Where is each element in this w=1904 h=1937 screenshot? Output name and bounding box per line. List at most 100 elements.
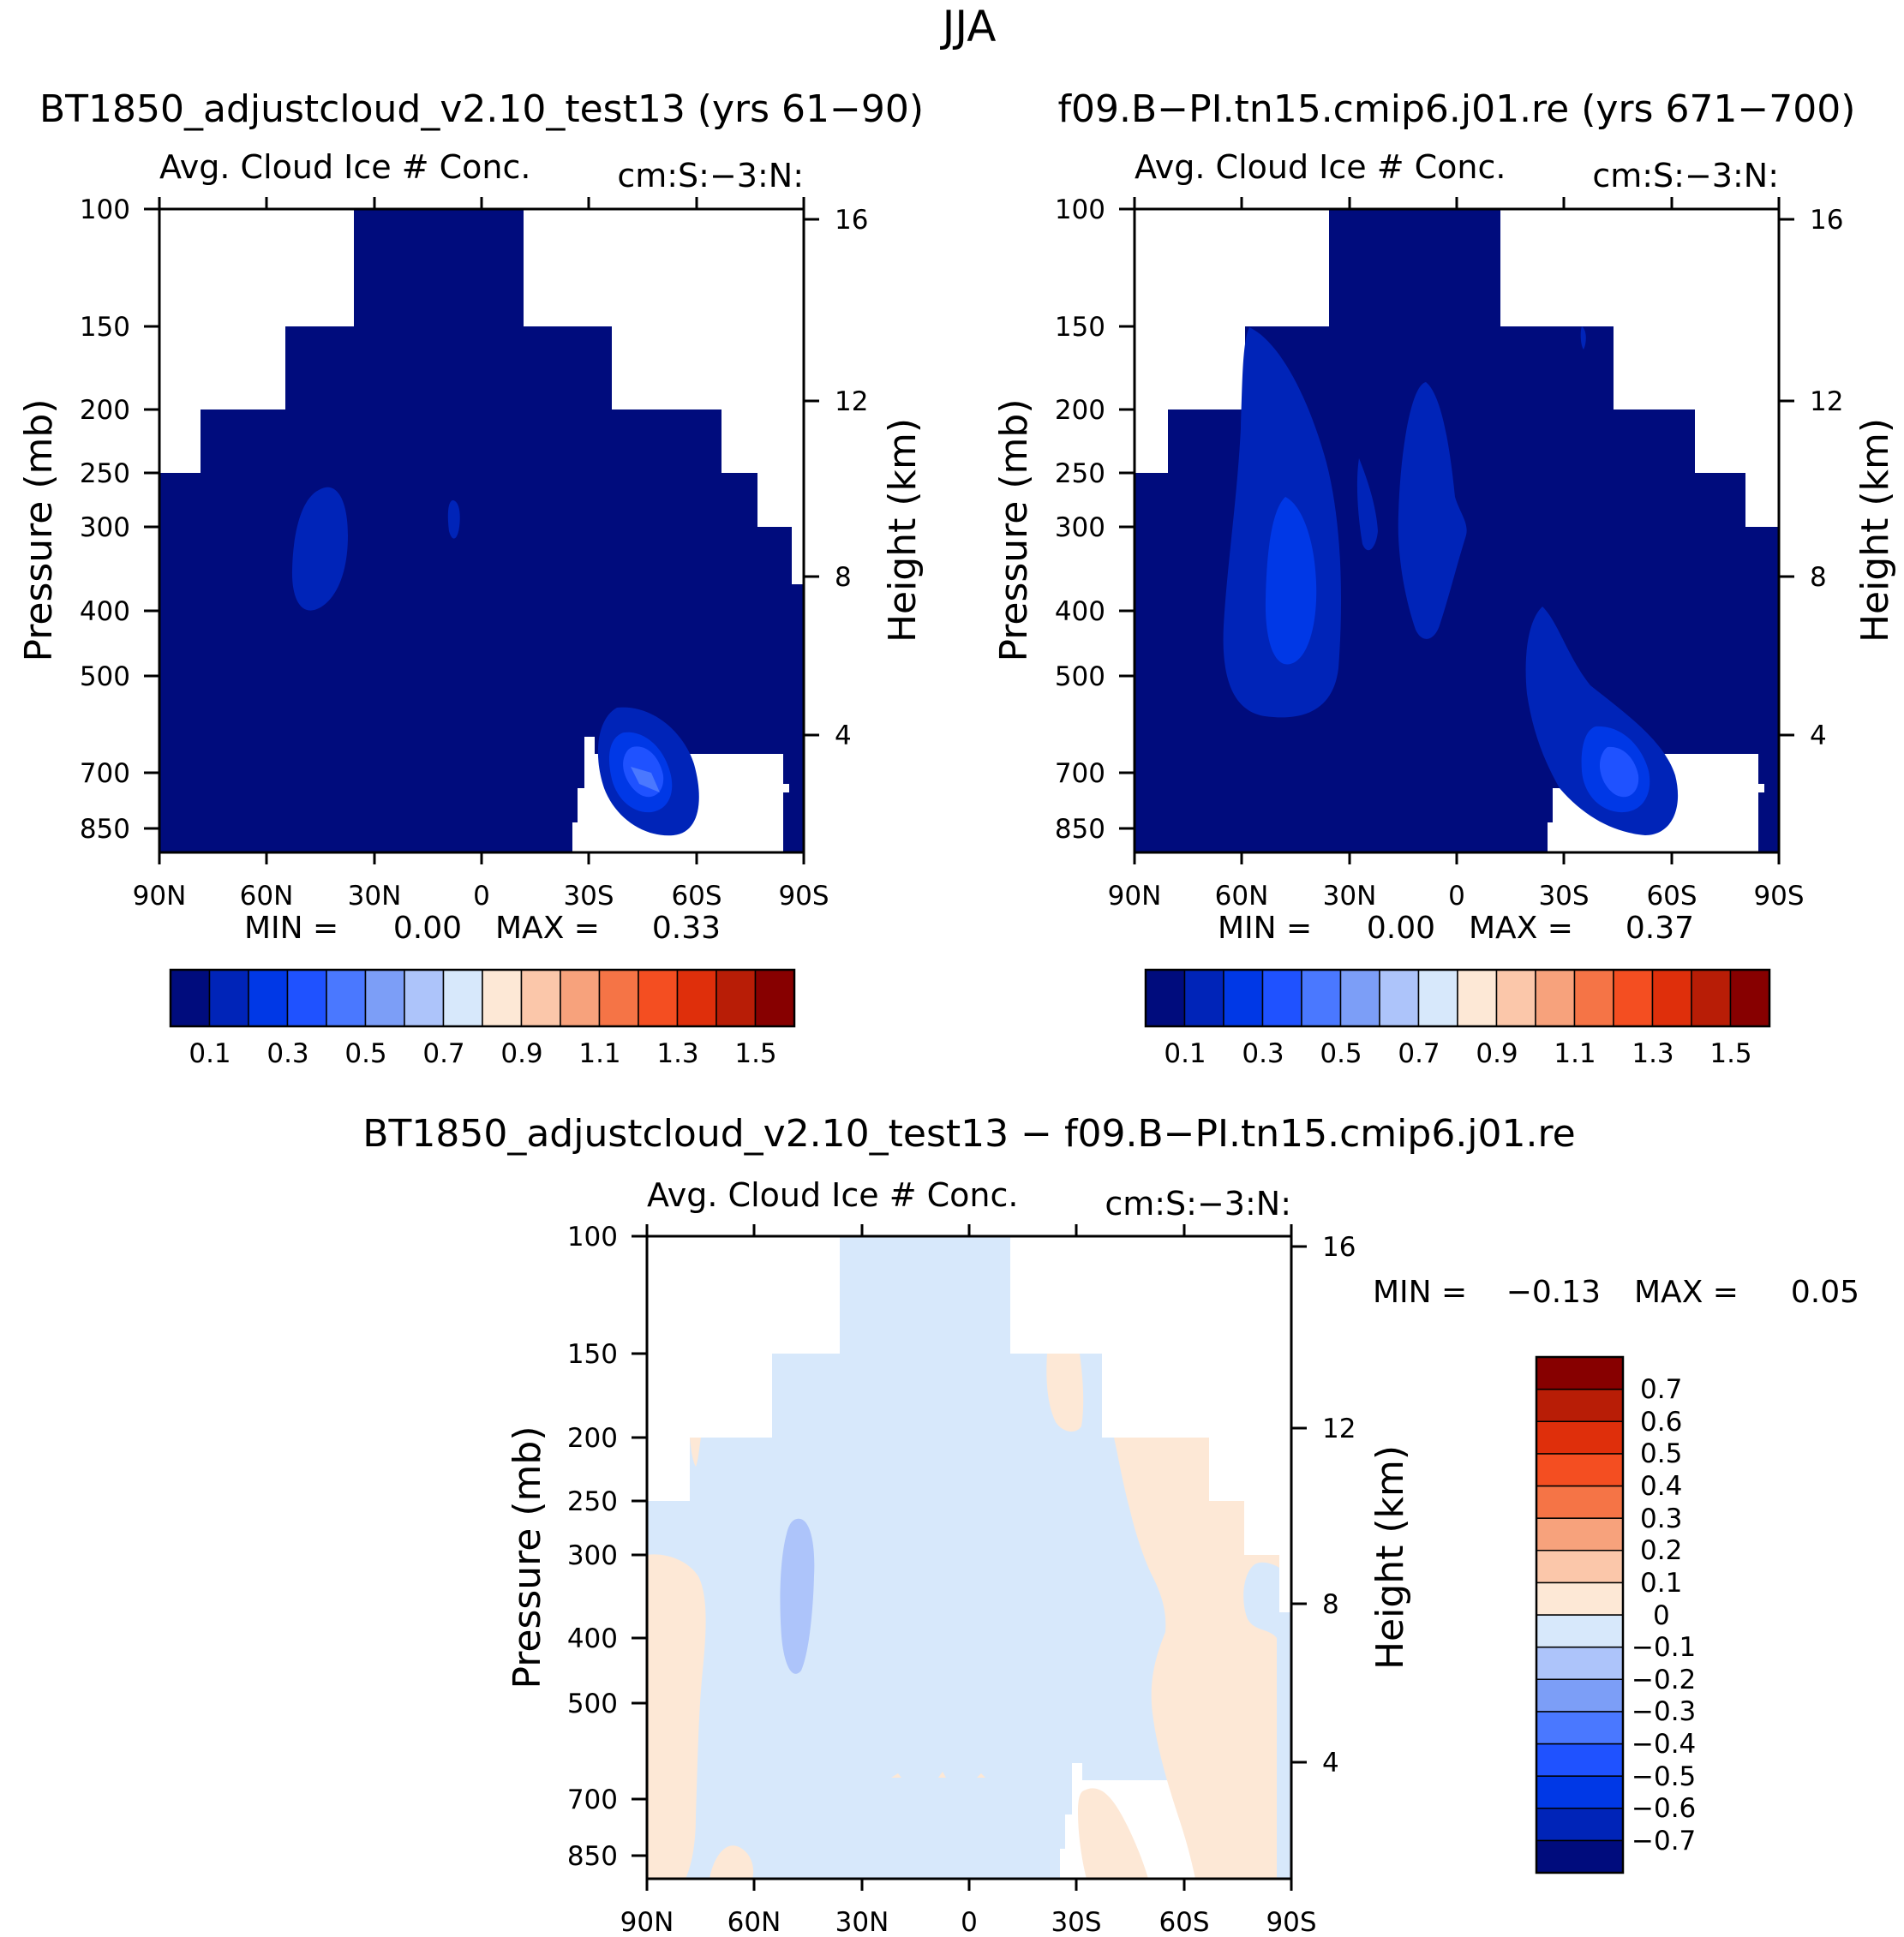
panel-c-x-tick: 60N	[727, 1907, 781, 1937]
panel-b-colorbar-labels: 0.1 0.3 0.5 0.7 0.9 1.1 1.3 1.5	[1164, 1038, 1751, 1069]
panel-c-cb-label: 0.6	[1640, 1407, 1682, 1438]
panel-b-y-tick: 300	[1055, 512, 1105, 543]
panel-b-max-value: 0.37	[1626, 911, 1694, 946]
panel-a-cb-label: 0.3	[266, 1038, 308, 1069]
panel-a-x-tick: 90N	[133, 881, 187, 912]
panel-b-axis-right	[1779, 218, 1794, 737]
panel-b-x-tick: 30S	[1538, 881, 1589, 912]
panel-c-field-base	[647, 1236, 1291, 1879]
panel-c-cb-label: 0.5	[1640, 1438, 1682, 1469]
colorbar-swatch	[1536, 1356, 1624, 1390]
panel-c-cb-label: −0.7	[1632, 1826, 1696, 1856]
panel-c-colorbar-labels: 0.7 0.6 0.5 0.4 0.3 0.2 0.1 0 −0.1 −0.2 …	[1632, 1374, 1696, 1856]
panel-c-field-pos-south	[1078, 1788, 1148, 1879]
panel-c-cb-label: 0.7	[1640, 1374, 1682, 1405]
panel-a-colorbar-labels: 0.1 0.3 0.5 0.7 0.9 1.1 1.3 1.5	[189, 1038, 776, 1069]
panel-c-axis-left	[632, 1235, 647, 1857]
panel-b-cb-label: 1.3	[1632, 1038, 1673, 1069]
colorbar-swatch	[364, 969, 405, 1027]
panel-c-yr-tick: 12	[1322, 1414, 1356, 1444]
panel-b-x-tick: 90N	[1108, 881, 1162, 912]
colorbar-swatch	[326, 969, 367, 1027]
panel-a-title-right: cm:S:−3:N:	[617, 157, 804, 194]
panel-a-y-tick: 700	[80, 758, 130, 789]
colorbar-swatch	[1536, 1678, 1624, 1713]
panel-a-x-tick: 0	[473, 881, 490, 912]
panel-c-y-tick: 500	[567, 1689, 618, 1719]
panel-c-yr-ticklabels: 16 12 8 4	[1322, 1232, 1356, 1779]
colorbar-swatch	[170, 969, 211, 1027]
panel-a: BT1850_adjustcloud_v2.10_test13 (yrs 61−…	[17, 87, 925, 1069]
colorbar-swatch	[1536, 1517, 1624, 1551]
panel-b-ylabel: Pressure (mb)	[992, 399, 1036, 662]
panel-b-x-tick: 0	[1448, 881, 1465, 912]
panel-a-x-tick: 30S	[563, 881, 614, 912]
colorbar-swatch	[248, 969, 289, 1027]
panel-a-max-value: 0.33	[652, 911, 721, 946]
panel-c-field-pos-mid	[891, 1772, 985, 1778]
panel-b-ylabel-right: Height (km)	[1853, 418, 1897, 643]
colorbar-swatch	[520, 969, 561, 1027]
panel-b-yr-tick: 12	[1810, 386, 1843, 417]
panel-a-y-ticklabels: 100 150 200 250 300 400 500 700 850	[80, 194, 130, 845]
panel-c-field-pos-west	[647, 1554, 706, 1879]
panel-a-cb-label: 0.7	[422, 1038, 464, 1069]
colorbar-swatch	[1536, 1839, 1624, 1874]
colorbar-swatch	[1536, 1711, 1624, 1745]
panel-a-axis-right	[804, 218, 819, 737]
panel-b-yr-ticklabels: 16 12 8 4	[1810, 205, 1843, 751]
panel-b-field-contour-8	[1599, 746, 1639, 798]
panel-a-title-left: Avg. Cloud Ice # Conc.	[159, 148, 530, 186]
panel-a-cb-label: 0.1	[189, 1038, 231, 1069]
panel-b-y-tick: 250	[1055, 458, 1105, 489]
panel-b-cb-label: 0.7	[1398, 1038, 1440, 1069]
panel-c-field-pos-upper	[690, 1438, 701, 1467]
panel-a-y-tick: 150	[80, 312, 130, 343]
panel-a-axis-bottom	[158, 852, 805, 864]
panel-a-yr-tick: 12	[835, 386, 868, 417]
panel-a-cb-label: 0.9	[500, 1038, 542, 1069]
panel-a-axis-left	[144, 207, 159, 830]
colorbar-swatch	[1536, 1581, 1624, 1616]
panel-a-cb-label: 0.5	[344, 1038, 386, 1069]
panel-c-colorbar-frame	[1535, 1355, 1625, 1874]
panel-c-x-ticklabels: 90N 60N 30N 0 30S 60S 90S	[620, 1907, 1317, 1937]
panel-c-x-tick: 90S	[1266, 1907, 1316, 1937]
panel-b-yr-tick: 16	[1810, 205, 1843, 236]
panel-b: f09.B−PI.tn15.cmip6.j01.re (yrs 671−700)…	[992, 87, 1897, 1069]
panel-c-y-tick: 200	[567, 1423, 618, 1454]
panel-c-field-pos-top	[1046, 1354, 1084, 1432]
panel-a-cb-label: 1.1	[578, 1038, 620, 1069]
panel-b-field	[1135, 209, 1779, 852]
panel-c-max-value: 0.05	[1791, 1275, 1859, 1310]
panel-b-y-tick: 100	[1055, 194, 1105, 225]
colorbar-swatch	[1651, 969, 1692, 1027]
panel-b-x-tick: 60S	[1646, 881, 1697, 912]
panel-b-field-contour-5	[1580, 326, 1586, 350]
panel-c-minmax: MIN = −0.13 MAX = 0.05	[1373, 1275, 1859, 1310]
panel-b-max-label: MAX =	[1469, 911, 1573, 946]
panel-a-field-contour-1	[291, 487, 348, 611]
figure-title: JJA	[940, 2, 997, 51]
panel-c-yr-tick: 8	[1322, 1589, 1339, 1620]
panel-b-y-tick: 500	[1055, 661, 1105, 692]
panel-c-y-tick: 300	[567, 1540, 618, 1571]
panel-a-x-tick: 60S	[671, 881, 721, 912]
panel-c-yr-tick: 16	[1322, 1232, 1356, 1263]
panel-a-suptitle: BT1850_adjustcloud_v2.10_test13 (yrs 61−…	[39, 87, 924, 131]
panel-b-cb-label: 0.5	[1320, 1038, 1362, 1069]
colorbar-swatch	[286, 969, 327, 1027]
colorbar-swatch	[1495, 969, 1536, 1027]
panel-b-axis-left	[1119, 207, 1135, 830]
colorbar-swatch	[1536, 1646, 1624, 1680]
panel-c-axis-bottom	[645, 1879, 1293, 1891]
panel-a-colorbar-frame	[169, 968, 796, 1028]
panel-c-ylabel: Pressure (mb)	[506, 1426, 549, 1689]
colorbar-swatch	[1536, 1743, 1624, 1777]
panel-c-x-tick: 0	[961, 1907, 978, 1937]
panel-b-y-tick: 850	[1055, 814, 1105, 845]
panel-c-x-tick: 30N	[835, 1907, 889, 1937]
panel-c-y-tick: 850	[567, 1841, 618, 1872]
panel-b-colorbar: 0.1 0.3 0.5 0.7 0.9 1.1 1.3 1.5	[1144, 968, 1771, 1069]
panel-a-y-tick: 100	[80, 194, 130, 225]
